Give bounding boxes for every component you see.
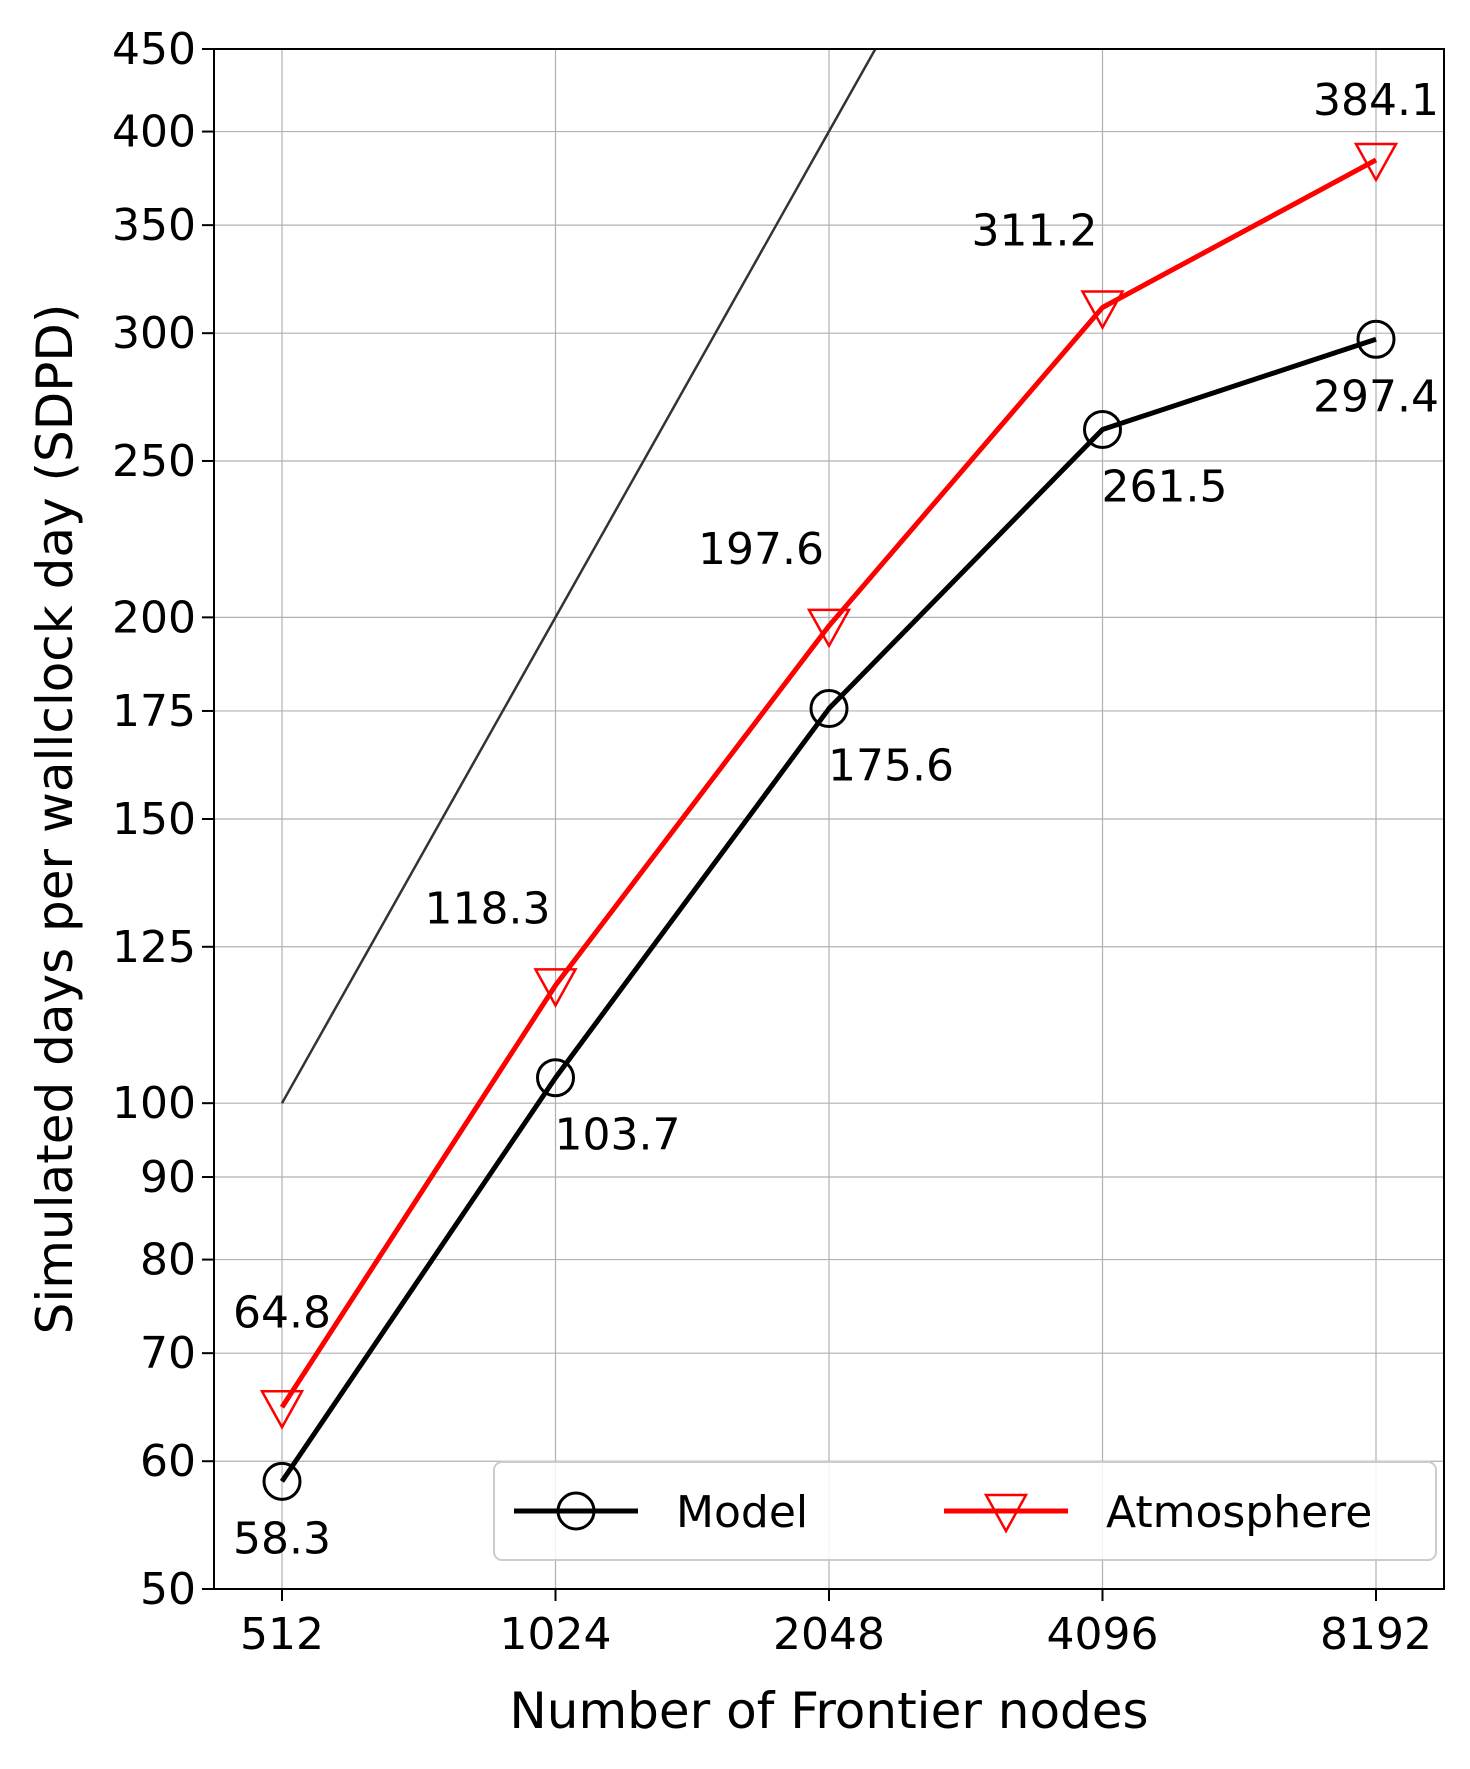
y-tick-label: 175 [112,686,196,737]
atmosphere-data-point [806,608,852,649]
atmosphere-data-label: 64.8 [233,1287,331,1338]
y-tick-label: 125 [112,922,196,973]
atmosphere-series-line [279,157,1378,1409]
y-tick-label: 400 [112,107,196,158]
x-tick-label: 4096 [1047,1609,1159,1660]
x-tick-label: 512 [240,1609,324,1660]
atmosphere-data-point [1353,142,1399,183]
atmosphere-data-label: 384.1 [1313,75,1439,126]
x-axis-label: Number of Frontier nodes [509,1682,1148,1740]
model-data-point [1083,409,1122,449]
legend-model-label: Model [676,1487,808,1538]
atmosphere-data-label: 311.2 [972,205,1098,256]
series-layer [259,142,1399,1501]
axis-ticks: 50 60 70 80 90 100 125 150 175 200 250 300 350 400 450… [112,24,1432,1660]
atmosphere-data-label: 197.6 [698,524,824,575]
y-tick-label: 200 [112,592,196,643]
model-data-point [536,1058,575,1098]
y-tick-label: 70 [140,1328,196,1379]
y-tick-label: 150 [112,794,196,845]
model-data-point [809,689,849,729]
atmosphere-data-point [1080,290,1125,331]
y-tick-label: 450 [112,24,196,75]
x-tick-label: 2048 [773,1609,885,1660]
legend-model-marker [556,1491,596,1531]
y-tick-label: 300 [112,308,196,359]
y-tick-label: 250 [112,436,196,487]
model-data-point [1356,319,1396,359]
y-tick-label: 350 [112,200,196,251]
model-data-label: 297.4 [1313,371,1439,422]
model-data-label: 58.3 [233,1513,331,1564]
y-axis-label: Simulated days per wallclock day (SDPD) [26,304,84,1335]
data-labels: 58.3 103.7 175.6 261.5 297.4 64.8 118.3 197.6 31… [233,75,1439,1564]
y-tick-label: 60 [140,1436,196,1487]
reference-slope-line [280,49,877,1104]
y-tick-label: 50 [140,1564,196,1615]
reference-line-layer [280,49,877,1104]
legend-atmosphere-marker [983,1493,1029,1534]
model-data-label: 103.7 [555,1110,681,1161]
y-tick-label: 80 [140,1235,196,1286]
legend: Model Atmosphere [493,1461,1437,1561]
atmosphere-data-point [533,968,578,1008]
y-tick-label: 90 [140,1152,196,1203]
y-tick-label: 100 [112,1078,196,1129]
legend-atmosphere-label: Atmosphere [1106,1487,1372,1538]
model-series-line [279,336,1377,1483]
model-data-label: 175.6 [828,741,954,792]
x-tick-label: 8192 [1320,1609,1432,1660]
x-tick-label: 1024 [500,1609,612,1660]
model-data-label: 261.5 [1102,461,1228,512]
model-data-point [262,1461,302,1501]
atmosphere-data-point [259,1390,305,1430]
atmosphere-data-label: 118.3 [425,883,551,934]
